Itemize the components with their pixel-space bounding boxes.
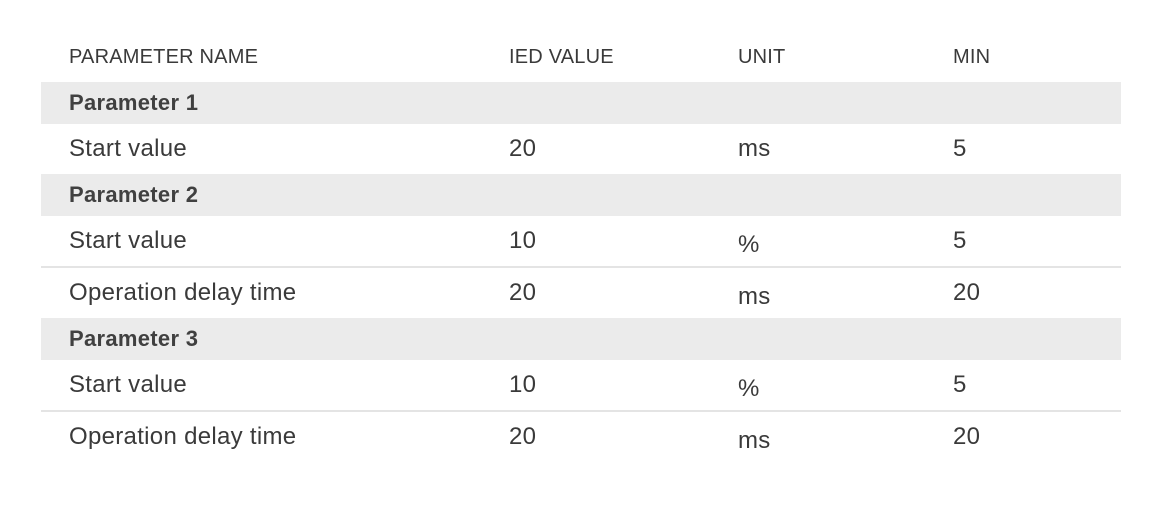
cell-ied-value: 10: [481, 216, 710, 268]
cell-unit: ms: [710, 124, 925, 174]
unit-text: %: [738, 375, 760, 402]
cell-min: 20: [953, 279, 981, 306]
cell-ied-value: 20: [509, 279, 537, 306]
group-title: Parameter 1: [41, 82, 1121, 124]
header-min: MIN: [953, 45, 991, 68]
header-ied-value: IED VALUE: [509, 45, 614, 68]
group-title: Parameter 3: [41, 318, 1121, 360]
cell-unit: %: [710, 216, 925, 268]
cell-min: 5: [925, 360, 1121, 412]
cell-parameter-name: Start value: [41, 360, 481, 412]
cell-ied-value: 10: [481, 360, 710, 412]
cell-ied-value: 20: [509, 135, 537, 162]
table-row: Start value 10 % 5: [41, 216, 1121, 268]
table-row: Start value 20 ms 5: [41, 124, 1121, 174]
group-row-parameter-1: Parameter 1: [41, 82, 1121, 124]
header-unit: UNIT: [738, 45, 786, 68]
unit-text: %: [738, 231, 760, 258]
header-parameter-name: PARAMETER NAME: [69, 45, 259, 68]
unit-text: ms: [738, 135, 771, 162]
unit-text: ms: [738, 427, 771, 454]
unit-text: ms: [738, 283, 771, 310]
cell-unit: ms: [710, 411, 925, 462]
cell-parameter-name: Operation delay time: [69, 279, 297, 306]
parameter-table: PARAMETER NAME IED VALUE UNIT MIN Parame…: [41, 32, 1121, 462]
cell-min: 5: [925, 216, 1121, 268]
cell-unit: ms: [710, 267, 925, 318]
group-row-parameter-2: Parameter 2: [41, 174, 1121, 216]
cell-min: 20: [953, 423, 981, 450]
cell-parameter-name: Start value: [69, 135, 188, 162]
table-row: Operation delay time 20 ms 20: [41, 411, 1121, 462]
group-row-parameter-3: Parameter 3: [41, 318, 1121, 360]
table-row: Operation delay time 20 ms 20: [41, 267, 1121, 318]
group-title: Parameter 2: [41, 174, 1121, 216]
cell-parameter-name: Operation delay time: [69, 423, 297, 450]
parameter-table-container: PARAMETER NAME IED VALUE UNIT MIN Parame…: [41, 32, 1121, 462]
table-row: Start value 10 % 5: [41, 360, 1121, 412]
cell-unit: %: [710, 360, 925, 412]
table-header-row: PARAMETER NAME IED VALUE UNIT MIN: [41, 32, 1121, 82]
cell-parameter-name: Start value: [41, 216, 481, 268]
cell-ied-value: 20: [509, 423, 537, 450]
cell-min: 5: [953, 135, 967, 162]
